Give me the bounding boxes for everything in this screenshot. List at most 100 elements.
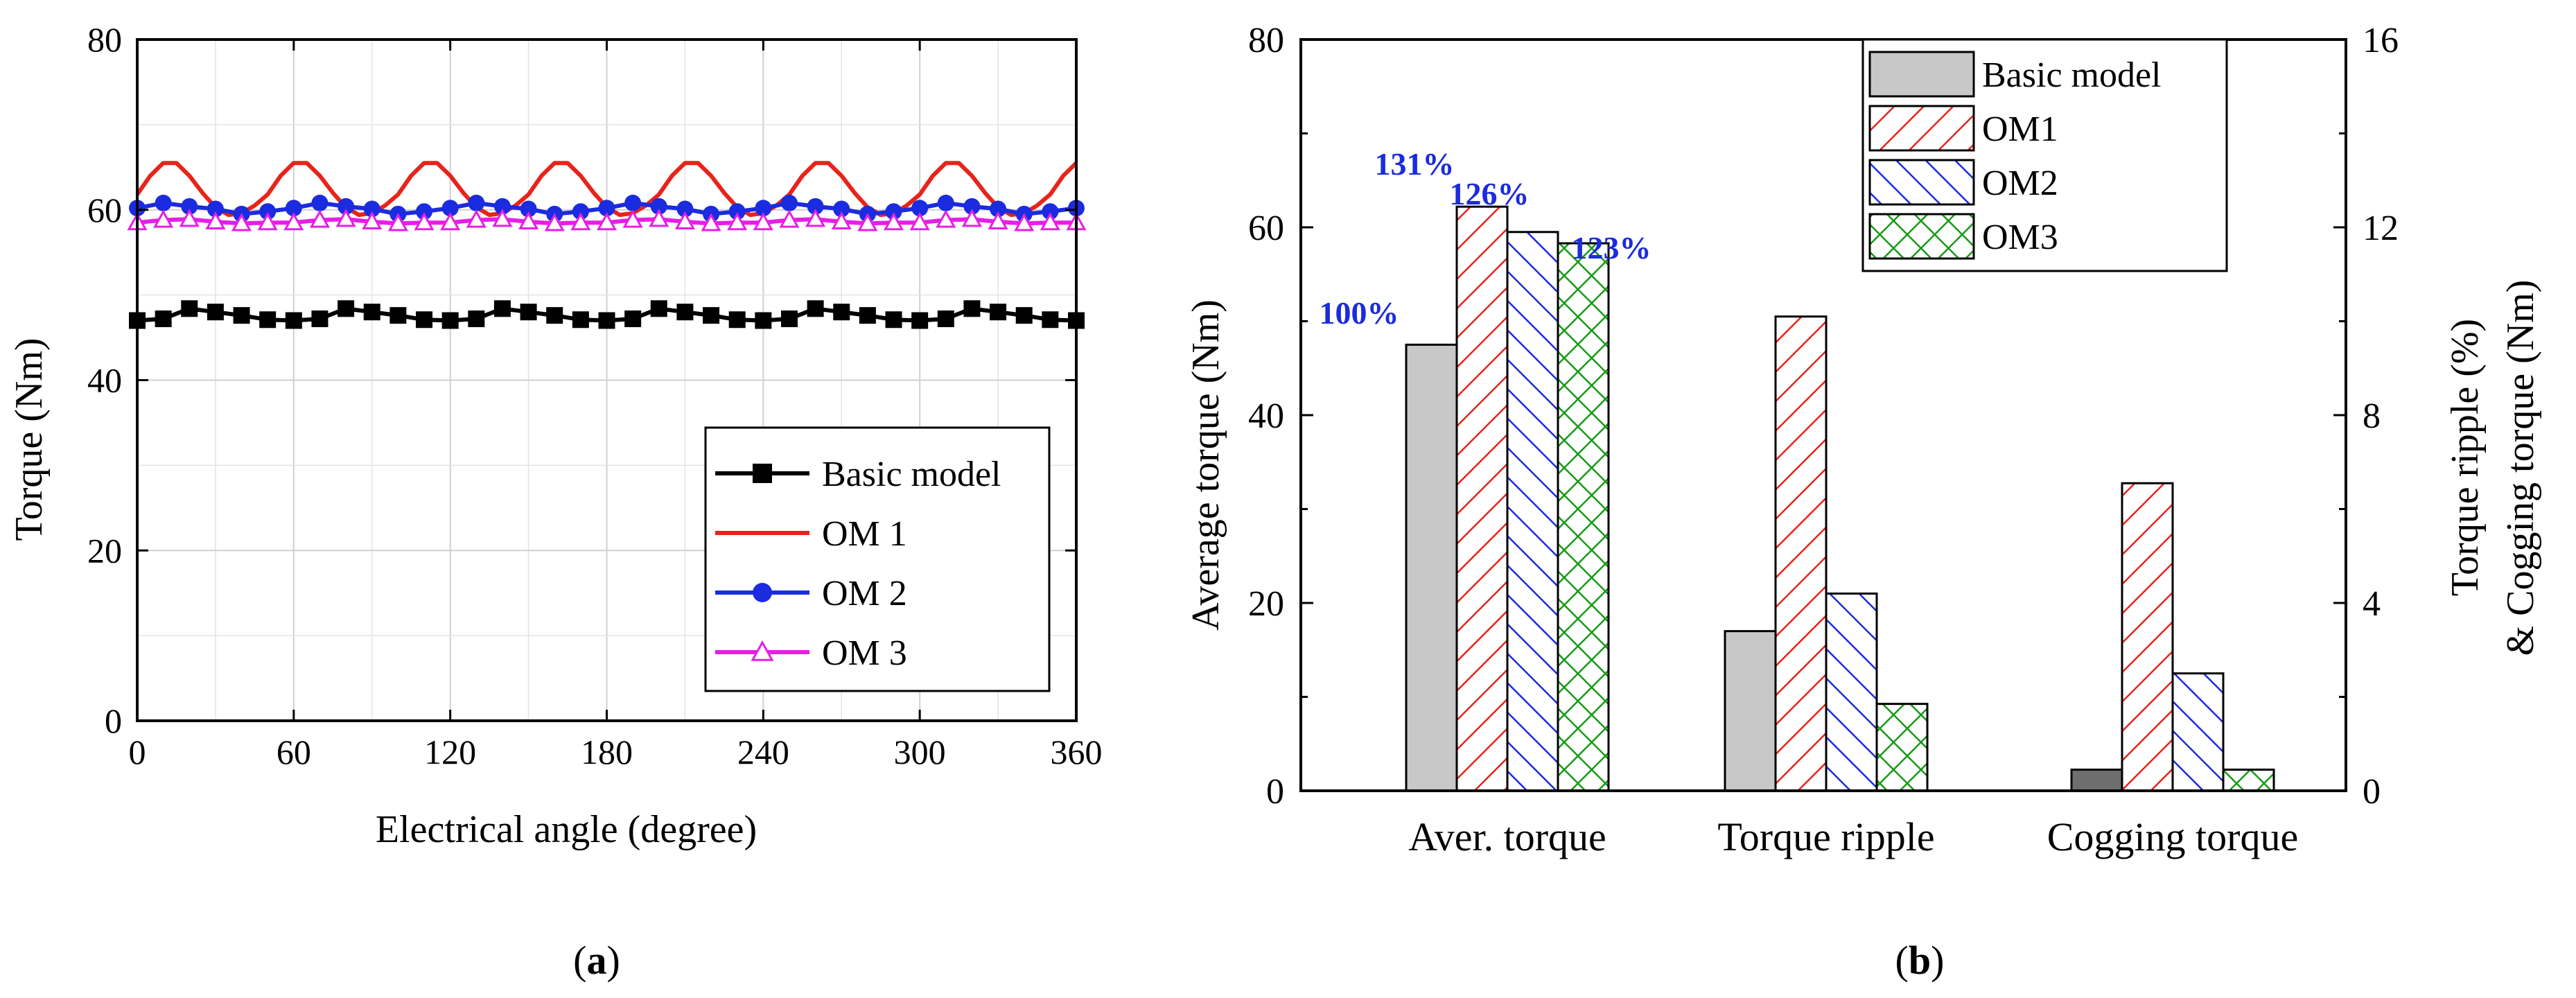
b-bar bbox=[1455, 205, 1509, 792]
b-percent-label: 123% bbox=[1572, 230, 1651, 265]
a-circle-marker bbox=[155, 194, 172, 211]
b-y2-tick-label: 4 bbox=[2363, 584, 2381, 624]
a-triangle-marker bbox=[387, 213, 408, 231]
a-circle-marker bbox=[468, 194, 485, 211]
a-circle-marker bbox=[990, 200, 1007, 218]
a-square-marker bbox=[703, 307, 720, 324]
a-x-tick-label: 60 bbox=[277, 733, 311, 771]
a-square-marker bbox=[441, 312, 459, 329]
a-square-marker bbox=[493, 300, 511, 317]
a-triangle-marker bbox=[805, 209, 826, 227]
a-series-0 bbox=[129, 300, 1085, 329]
a-circle-marker bbox=[311, 194, 328, 211]
a-triangle-marker bbox=[936, 209, 956, 228]
a-triangle-marker bbox=[362, 211, 383, 230]
a-circle-marker bbox=[338, 198, 355, 215]
b-bars-group bbox=[1405, 205, 2275, 792]
a-triangle-marker bbox=[988, 211, 1008, 230]
a-series-group bbox=[127, 161, 1087, 329]
b-percent-label: 100% bbox=[1320, 295, 1399, 331]
a-square-marker bbox=[285, 312, 302, 329]
a-triangle-marker bbox=[570, 212, 591, 231]
a-square-marker bbox=[598, 312, 615, 329]
a-legend: Basic model OM 1 OM 2 OM 3 bbox=[704, 426, 1051, 692]
a-circle-marker bbox=[207, 200, 224, 218]
a-legend-label: OM 3 bbox=[822, 633, 907, 673]
a-legend-label: Basic model bbox=[822, 455, 1001, 494]
b-bar bbox=[1875, 703, 1929, 792]
b-category-label: Cogging torque bbox=[2047, 814, 2298, 859]
a-y-tick-labels: 0 20 40 60 80 bbox=[87, 20, 122, 740]
b-y2-tick-labels: 0 4 8 12 16 bbox=[2363, 21, 2399, 812]
b-percent-label: 126% bbox=[1450, 176, 1530, 211]
a-circle-marker bbox=[807, 198, 824, 215]
b-bar bbox=[2121, 482, 2174, 792]
a-x-tick-label: 240 bbox=[737, 733, 789, 771]
a-square-marker bbox=[937, 310, 954, 328]
a-y-tick-label: 20 bbox=[87, 531, 122, 570]
b-y-axis-label: Average torque (Nm) bbox=[1184, 299, 1227, 631]
b-bar bbox=[2070, 769, 2123, 792]
panel-a-line-chart: 0 60 120 180 240 300 360 0 20 40 60 80 Electrical … bbox=[8, 20, 1103, 983]
b-y-tick-label: 20 bbox=[1248, 584, 1284, 624]
a-tick-marks bbox=[136, 38, 1078, 722]
a-square-marker bbox=[1042, 311, 1059, 329]
a-triangle-marker bbox=[622, 209, 643, 228]
b-y-tick-label: 40 bbox=[1248, 396, 1284, 436]
a-circle-marker bbox=[285, 200, 302, 217]
b-percent-annotations: 100% 131%126% 123% bbox=[1320, 146, 1651, 331]
b-legend-swatch bbox=[1868, 105, 1975, 152]
b-y-tick-label: 0 bbox=[1266, 772, 1284, 812]
a-square-marker bbox=[833, 304, 850, 321]
b-legend: Basic model OM1 OM2 OM3 bbox=[1861, 38, 2228, 272]
a-circle-marker bbox=[728, 203, 746, 220]
b-percent-label: 131% bbox=[1375, 146, 1455, 182]
a-circle-marker bbox=[911, 200, 929, 217]
b-legend-label: OM3 bbox=[1982, 218, 2058, 257]
a-square-marker bbox=[755, 312, 772, 329]
a-triangle-marker bbox=[596, 212, 617, 231]
b-y2-tick-label: 8 bbox=[2363, 396, 2381, 436]
a-triangle-marker bbox=[649, 209, 669, 227]
a-square-marker bbox=[468, 310, 485, 328]
a-circle-marker bbox=[650, 198, 667, 215]
a-square-marker bbox=[363, 304, 380, 321]
a-square-marker bbox=[650, 300, 667, 317]
a-triangle-marker bbox=[231, 213, 252, 231]
a-triangle-marker bbox=[492, 209, 513, 227]
b-category-label: Aver. torque bbox=[1408, 814, 1606, 859]
a-square-marker bbox=[155, 310, 172, 328]
b-y2-axis-label-line2: & Cogging torque (Nm) bbox=[2499, 280, 2542, 656]
a-circle-marker bbox=[493, 198, 511, 215]
b-y2-tick-label: 16 bbox=[2363, 21, 2399, 60]
b-legend-swatch bbox=[1868, 213, 1975, 260]
a-y-tick-label: 60 bbox=[87, 191, 122, 229]
a-triangle-marker bbox=[544, 213, 565, 231]
b-y-tick-label: 60 bbox=[1248, 209, 1284, 248]
panel-b-label-letter: b bbox=[1909, 938, 1931, 983]
a-triangle-marker bbox=[179, 209, 200, 227]
a-x-tick-labels: 0 60 120 180 240 300 360 bbox=[129, 733, 1103, 771]
a-x-tick-label: 360 bbox=[1051, 733, 1103, 771]
a-triangle-marker bbox=[335, 209, 356, 227]
b-bar bbox=[2171, 672, 2225, 792]
a-circle-marker bbox=[753, 583, 772, 602]
a-square-marker bbox=[259, 311, 277, 329]
a-triangle-marker bbox=[205, 211, 226, 230]
a-triangle-marker bbox=[909, 212, 930, 231]
a-square-marker bbox=[780, 310, 798, 328]
a-y-axis-label: Torque (Nm) bbox=[8, 338, 51, 541]
a-square-marker bbox=[911, 312, 929, 329]
a-square-marker bbox=[311, 310, 328, 328]
a-square-marker bbox=[885, 311, 902, 329]
b-legend-label: OM2 bbox=[1982, 164, 2058, 203]
a-circle-marker bbox=[572, 203, 589, 220]
b-legend-label: Basic model bbox=[1982, 55, 2162, 95]
panel-a-label: (a) bbox=[573, 938, 620, 983]
b-y2-tick-label: 0 bbox=[2363, 772, 2381, 812]
a-square-marker bbox=[233, 307, 250, 324]
a-square-marker bbox=[207, 304, 224, 321]
a-y-tick-label: 80 bbox=[87, 20, 122, 59]
a-circle-marker bbox=[441, 200, 459, 217]
panel-b-label-open: ( bbox=[1895, 938, 1909, 983]
